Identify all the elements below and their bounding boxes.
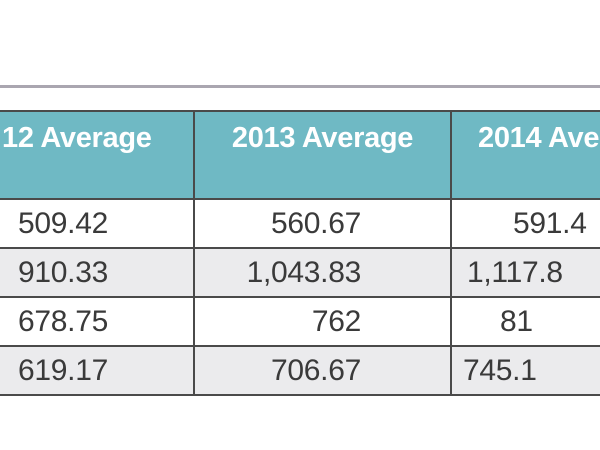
table-cell: 509.42: [0, 198, 195, 249]
table-cell: 745.1: [450, 345, 600, 396]
table-row: 678.75 762 81: [0, 296, 600, 347]
table-cell: 1,117.8: [450, 247, 600, 298]
column-header-2012-average: 12 Average: [0, 110, 195, 200]
table-row: 619.17 706.67 745.1: [0, 345, 600, 396]
column-header-2014-average: 2014 Ave: [450, 110, 600, 200]
table-cell: 706.67: [193, 345, 452, 396]
table-cell: 1,043.83: [193, 247, 452, 298]
averages-table: 12 Average 2013 Average 2014 Ave 509.42 …: [0, 110, 600, 396]
table-row: 509.42 560.67 591.4: [0, 198, 600, 249]
divider-line: [0, 85, 600, 88]
header-row: 12 Average 2013 Average 2014 Ave: [0, 110, 600, 200]
table-cell: 81: [450, 296, 600, 347]
table-row: 910.33 1,043.83 1,117.8: [0, 247, 600, 298]
table-cell: 678.75: [0, 296, 195, 347]
column-header-2013-average: 2013 Average: [193, 110, 452, 200]
table-cell: 591.4: [450, 198, 600, 249]
table-cell: 619.17: [0, 345, 195, 396]
table-cell: 762: [193, 296, 452, 347]
table-cell: 910.33: [0, 247, 195, 298]
table-cell: 560.67: [193, 198, 452, 249]
